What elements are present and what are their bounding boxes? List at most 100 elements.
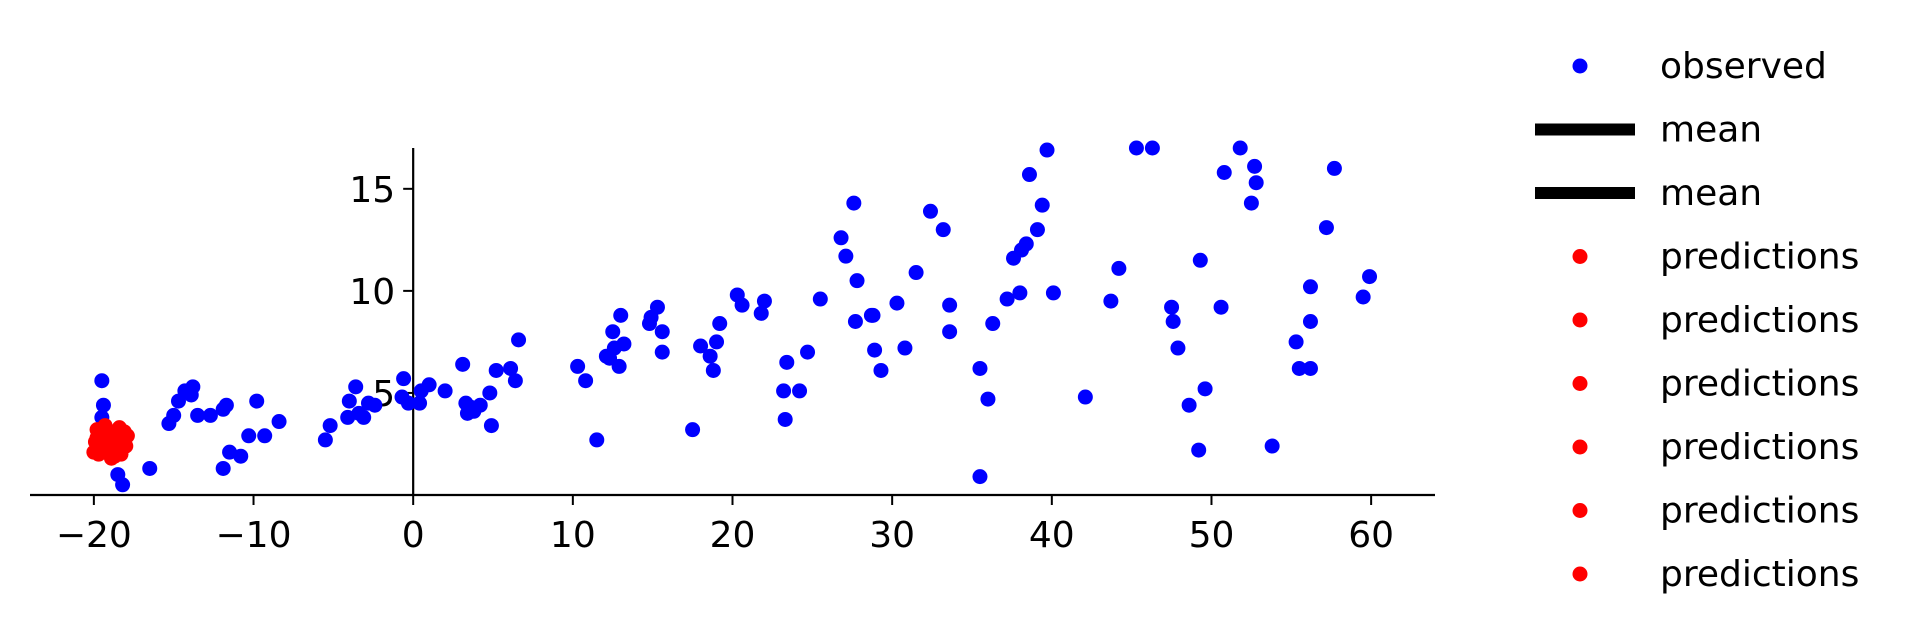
observed-point <box>777 411 793 427</box>
observed-point <box>897 340 913 356</box>
observed-point <box>867 342 883 358</box>
observed-point <box>94 373 110 389</box>
x-tick-label: 10 <box>550 515 596 556</box>
observed-point <box>317 432 333 448</box>
observed-point <box>1243 195 1259 211</box>
legend-label: predictions <box>1660 491 1859 532</box>
x-tick-label: 50 <box>1189 515 1235 556</box>
observed-point <box>908 265 924 281</box>
legend-item: predictions <box>1572 237 1859 278</box>
data-points <box>86 140 1378 493</box>
prediction-point <box>91 446 107 462</box>
observed-point <box>616 336 632 352</box>
legend-marker-dot <box>1572 566 1588 582</box>
observed-point <box>1318 220 1334 236</box>
observed-point <box>257 428 273 444</box>
observed-point <box>142 460 158 476</box>
observed-point <box>942 324 958 340</box>
observed-point <box>488 362 504 378</box>
x-tick-label: −10 <box>216 515 292 556</box>
observed-point <box>322 418 338 434</box>
observed-point <box>935 222 951 238</box>
x-tick-label: −20 <box>56 515 132 556</box>
x-tick-label: 40 <box>1029 515 1075 556</box>
observed-point <box>889 295 905 311</box>
legend-label: mean <box>1660 173 1762 214</box>
observed-point <box>812 291 828 307</box>
observed-point <box>776 383 792 399</box>
observed-point <box>437 383 453 399</box>
observed-point <box>1355 289 1371 305</box>
observed-point <box>865 307 881 323</box>
observed-point <box>753 305 769 321</box>
observed-point <box>503 360 519 376</box>
observed-point <box>1192 252 1208 268</box>
observed-point <box>218 397 234 413</box>
observed-point <box>1302 314 1318 329</box>
y-tick-label: 15 <box>349 170 395 211</box>
observed-point <box>1018 236 1034 252</box>
observed-point <box>1264 438 1280 454</box>
observed-point <box>922 203 938 219</box>
legend-item: observed <box>1572 46 1827 87</box>
legend-label: observed <box>1660 46 1827 87</box>
legend-label: predictions <box>1660 427 1859 468</box>
legend-marker-dot <box>1572 439 1588 455</box>
x-tick-label: 0 <box>402 515 425 556</box>
prediction-point <box>89 430 105 446</box>
observed-point <box>611 358 627 374</box>
observed-point <box>95 397 111 413</box>
observed-point <box>873 362 889 378</box>
observed-point <box>1111 260 1127 276</box>
observed-point <box>1128 140 1144 156</box>
observed-point <box>1288 334 1304 350</box>
observed-point <box>1029 222 1045 238</box>
observed-point <box>1302 279 1318 295</box>
observed-point <box>693 338 709 354</box>
series-predictions <box>86 418 135 466</box>
observed-point <box>1170 340 1186 356</box>
observed-point <box>654 344 670 360</box>
observed-point <box>649 299 665 315</box>
legend-item: predictions <box>1572 300 1859 341</box>
observed-point <box>999 291 1015 307</box>
series-observed <box>94 140 1378 493</box>
observed-point <box>1164 299 1180 315</box>
observed-point <box>838 248 854 264</box>
observed-point <box>1326 160 1342 176</box>
observed-point <box>1191 442 1207 458</box>
observed-point <box>800 344 816 360</box>
observed-point <box>1248 175 1264 191</box>
legend-marker-dot <box>1572 312 1588 328</box>
observed-point <box>249 393 265 409</box>
observed-point <box>1021 167 1037 183</box>
observed-point <box>421 377 437 393</box>
observed-point <box>709 334 725 350</box>
observed-point <box>972 469 988 485</box>
observed-point <box>482 385 498 401</box>
legend-marker-dot <box>1572 58 1588 74</box>
observed-point <box>578 373 594 389</box>
legend-item: predictions <box>1572 491 1859 532</box>
observed-point <box>1216 164 1232 180</box>
observed-point <box>190 407 206 423</box>
observed-point <box>1213 299 1229 315</box>
legend-label: mean <box>1660 110 1762 151</box>
observed-point <box>1103 293 1119 309</box>
observed-point <box>685 422 701 438</box>
legend-marker-dot <box>1572 249 1588 264</box>
legend-item: predictions <box>1572 427 1859 468</box>
x-tick-label: 20 <box>710 515 756 556</box>
x-tick-label: 30 <box>869 515 915 556</box>
observed-point <box>396 371 412 387</box>
observed-point <box>400 395 416 411</box>
observed-point <box>1012 285 1028 301</box>
legend-item: predictions <box>1572 554 1859 595</box>
observed-point <box>833 230 849 246</box>
observed-point <box>1291 360 1307 376</box>
observed-point <box>734 297 750 313</box>
legend-marker-dot <box>1572 503 1588 518</box>
legend-item: predictions <box>1572 364 1859 405</box>
observed-point <box>847 314 863 329</box>
